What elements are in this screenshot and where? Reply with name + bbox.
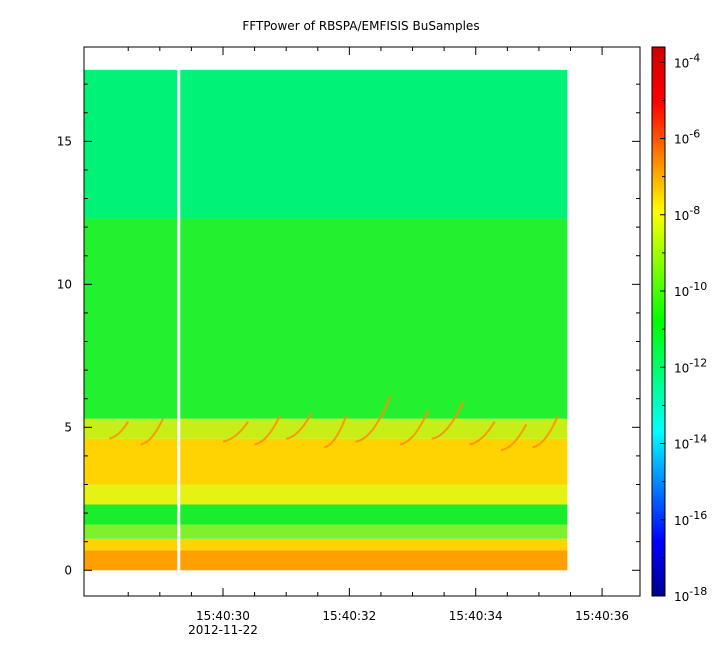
colorbar: 10-4 10-6 10-8 10-10 10-12 10-14 10-16 10-18 xyxy=(651,46,707,604)
x-tick-date-label: 2012-11-22 xyxy=(188,623,258,637)
y-axis: 0 5 10 15 xyxy=(57,83,640,577)
chorus-element xyxy=(532,415,559,449)
data-gap xyxy=(177,69,181,571)
spectrogram-band xyxy=(84,438,568,485)
spectrogram-band xyxy=(84,418,568,439)
chart-title: FFTPower of RBSPA/EMFISIS BuSamples xyxy=(242,19,479,33)
colorbar-tick-label: 10-6 xyxy=(674,128,700,147)
y-tick-label: 10 xyxy=(57,277,72,291)
colorbar-tick-label: 10-8 xyxy=(674,204,700,223)
spectrogram-band xyxy=(84,538,568,551)
colorbar-tick-label: 10-14 xyxy=(674,433,707,452)
spectrogram-band xyxy=(84,550,568,571)
y-tick-label: 5 xyxy=(64,420,72,434)
plot-content xyxy=(84,69,568,571)
colorbar-tick-label: 10-12 xyxy=(674,356,707,375)
y-tick-label: 15 xyxy=(57,134,72,148)
chorus-element xyxy=(399,409,430,446)
colorbar-tick-label: 10-16 xyxy=(674,509,707,528)
spectrogram-band xyxy=(84,524,568,539)
x-tick-label: 15:40:34 xyxy=(449,609,503,623)
spectrogram-band xyxy=(84,504,568,525)
colorbar-tick-label: 10-18 xyxy=(674,585,707,604)
colorbar-tick-label: 10-4 xyxy=(674,51,700,70)
chorus-element xyxy=(469,421,496,446)
chorus-element xyxy=(323,415,348,449)
colorbar-scale xyxy=(651,46,666,597)
spectrogram-band xyxy=(84,218,568,419)
y-tick-label: 0 xyxy=(64,563,72,577)
x-tick-label: 15:40:36 xyxy=(575,609,629,623)
x-tick-label: 15:40:30 xyxy=(196,609,250,623)
chorus-element xyxy=(355,395,392,443)
spectrogram-band xyxy=(84,484,568,505)
chorus-element xyxy=(254,415,281,446)
chorus-element xyxy=(140,418,164,446)
spectrogram-band xyxy=(84,69,568,219)
chorus-element xyxy=(109,421,130,440)
chorus-element xyxy=(431,401,465,440)
chorus-element xyxy=(285,412,313,440)
chorus-element xyxy=(500,423,528,452)
x-tick-label: 15:40:32 xyxy=(322,609,376,623)
colorbar-tick-label: 10-10 xyxy=(674,280,707,299)
chorus-element xyxy=(222,421,250,443)
plot-frame xyxy=(83,46,641,597)
